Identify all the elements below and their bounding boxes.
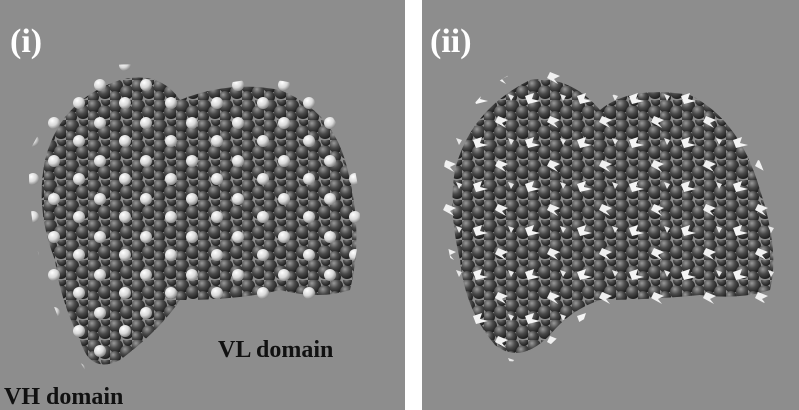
panel-ii: (ii) (422, 0, 799, 410)
panel-label: (i) (10, 23, 42, 60)
figure: (i) VL domain VH domain (ii) (0, 0, 799, 410)
annotation: VL domain (218, 337, 333, 363)
panel-label: (ii) (430, 23, 472, 60)
annotation: VH domain (4, 384, 123, 410)
panel-i: (i) VL domain VH domain (0, 0, 405, 410)
